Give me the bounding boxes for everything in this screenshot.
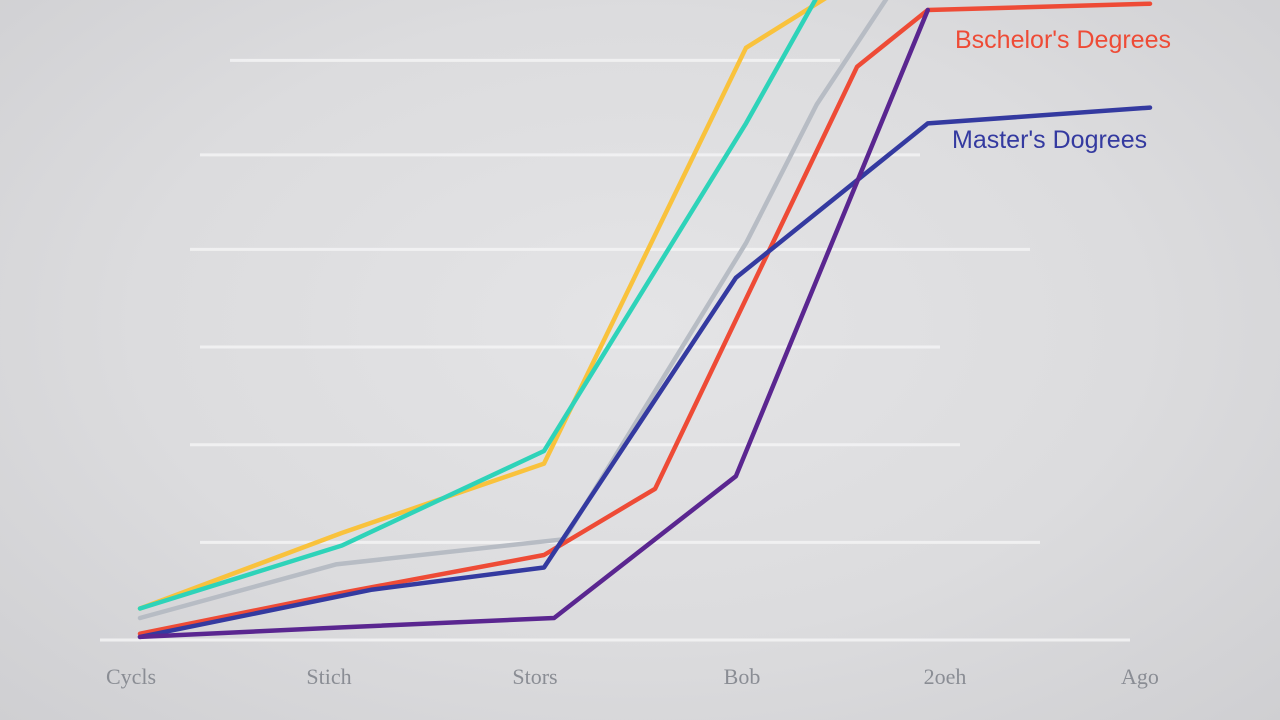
series-label-bachelors: Bschelor's Degrees xyxy=(955,26,1171,54)
x-tick-label: Stich xyxy=(306,664,351,689)
series-line-gray xyxy=(137,0,889,621)
series-line-masters xyxy=(137,105,1153,640)
x-tick-label: Ago xyxy=(1121,664,1159,689)
gridlines xyxy=(100,58,1130,642)
series-lines xyxy=(137,0,1153,640)
series-line-yellow xyxy=(137,0,827,611)
x-tick-label: Bob xyxy=(724,664,761,689)
x-tick-label: Cycls xyxy=(106,664,156,689)
series-line-teal xyxy=(137,0,818,611)
x-tick-label: 2oeh xyxy=(924,664,967,689)
x-axis-ticks: Cycls Stich Stors Bob 2oeh Ago xyxy=(106,664,1159,689)
series-line-bachelors xyxy=(137,1,1153,636)
x-tick-label: Stors xyxy=(512,664,557,689)
series-line-purple xyxy=(137,7,931,640)
series-label-masters: Master's Dogrees xyxy=(952,126,1147,154)
series-labels: Bschelor's Degrees Master's Dogrees xyxy=(952,26,1171,154)
